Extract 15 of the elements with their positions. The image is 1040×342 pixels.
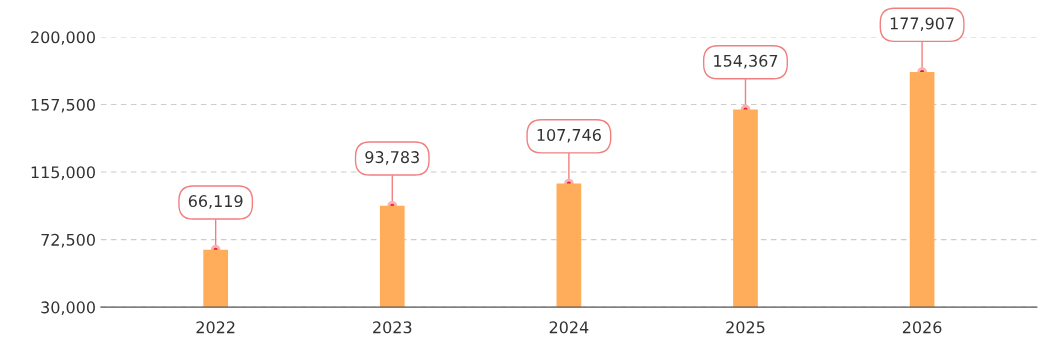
- y-tick-label: 157,500: [31, 98, 95, 113]
- data-label: 107,746: [537, 128, 601, 143]
- x-tick-label: 2022: [196, 321, 235, 334]
- y-tick-label: 115,000: [31, 166, 95, 180]
- data-label: 93,783: [365, 151, 419, 165]
- y-tick-label: 72,500: [41, 233, 95, 248]
- data-label: 154,367: [714, 54, 778, 69]
- x-tick-label: 2024: [549, 321, 589, 334]
- x-tick-label: 2025: [726, 321, 765, 334]
- y-tick-label: 200,000: [31, 31, 95, 45]
- data-label: 177,907: [890, 17, 954, 32]
- x-tick-label: 2026: [902, 321, 942, 334]
- y-tick-label: 30,000: [41, 301, 95, 316]
- data-label: 66,119: [188, 195, 243, 209]
- x-tick-label: 2023: [373, 321, 412, 334]
